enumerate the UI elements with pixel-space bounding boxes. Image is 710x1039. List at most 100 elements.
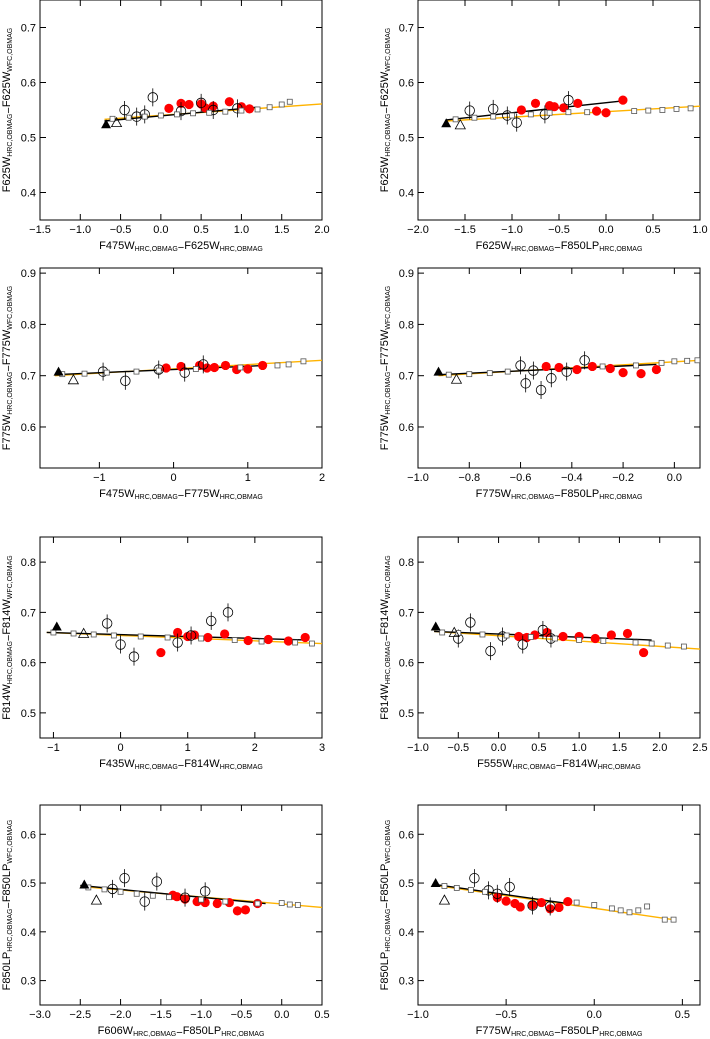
axis-label-minus: −: [554, 242, 560, 254]
data-point-filled-circle: [651, 364, 662, 375]
data-point-open-square: [198, 635, 205, 642]
x-tick-label: 0.0: [667, 472, 682, 484]
data-point-open-square: [552, 635, 558, 642]
y-tick-label: 0.7: [21, 371, 36, 383]
data-point-filled-triangle: [430, 621, 441, 631]
data-point-open-triangle: [454, 119, 466, 130]
data-point-open-square: [274, 362, 281, 369]
axis-label-sub: HRC,OBMAG: [511, 494, 554, 501]
data-point-open-square: [206, 109, 213, 116]
axis-label-main2: F625W: [1, 71, 13, 107]
data-point-open-circle: [119, 872, 130, 884]
axis-label-sub: HRC,OBMAG: [7, 909, 14, 952]
data-point-open-square: [222, 898, 229, 905]
fit-line-orange: [434, 630, 700, 650]
axis-label-main2: F850LP: [1, 864, 13, 903]
x-tick-label: 0.5: [675, 1009, 690, 1021]
data-point-open-square: [90, 631, 97, 638]
data-point-open-square: [81, 370, 88, 377]
data-point-open-square: [164, 634, 171, 641]
data-point-open-circle: [546, 373, 557, 384]
data-point-filled-circle: [572, 364, 582, 375]
data-point-open-square: [645, 107, 652, 114]
axis-label-sub: HRC,OBMAG: [511, 246, 554, 253]
data-point-open-square: [254, 106, 261, 113]
data-point-open-square: [486, 370, 493, 377]
data-point-open-square: [617, 907, 624, 914]
data-point-open-square: [101, 886, 108, 893]
y-tick-label: 0.4: [399, 927, 414, 939]
x-tick-label: 0.0: [274, 1009, 289, 1021]
y-tick-label: 0.6: [21, 422, 36, 434]
data-point-filled-circle: [232, 906, 242, 916]
axis-label-main2: F814W: [379, 599, 391, 635]
axis-label-sub2: HRC,OBMAG: [220, 246, 263, 253]
data-point-open-square: [294, 902, 301, 908]
x-tick-label: −1.0: [407, 1009, 429, 1021]
axis-label-main2: F814W: [184, 758, 220, 770]
axis-label-main2: F850LP: [379, 864, 391, 903]
x-tick-label: 2: [252, 742, 258, 754]
y-tick-label: 0.8: [21, 557, 36, 569]
data-point-filled-circle: [605, 363, 615, 374]
axis-label-main: F435W: [99, 758, 135, 770]
data-point-filled-circle: [601, 108, 611, 118]
y-tick-label: 0.5: [399, 133, 414, 145]
panel-1: −1.5 −1.0 −0.5 0.0 0.5 1.0 1.5 2.0 0.4 0.5 0.6 0.7 F…: [1, 0, 330, 254]
data-point-open-circle: [107, 883, 118, 895]
data-point-open-square: [680, 643, 687, 650]
data-point-open-square: [626, 909, 633, 916]
axis-label-main2: F625W: [184, 240, 220, 252]
axis-label-main: F814W: [1, 684, 13, 720]
data-point-filled-circle: [244, 104, 255, 114]
data-point-open-square: [671, 358, 678, 365]
plot-area: [433, 351, 700, 400]
panel-4: −1.0 −0.8 −0.6 −0.4 −0.2 0.0 0.6 0.7 0.8 0.9 F775W…: [379, 267, 701, 502]
axis-label-main2: F775W: [1, 329, 13, 365]
y-tick-label: 0.4: [21, 927, 36, 939]
x-axis-label: F475WHRC,OBMAG−F625WHRC,OBMAG: [99, 240, 263, 254]
data-point-open-circle: [465, 617, 476, 628]
data-point-open-square: [278, 101, 285, 108]
data-point-filled-circle: [549, 102, 559, 112]
data-point-filled-circle: [209, 362, 219, 373]
data-point-open-square: [546, 109, 553, 116]
data-point-open-square: [527, 111, 534, 118]
fit-line-orange: [446, 105, 700, 122]
data-point-open-square: [632, 639, 639, 646]
axis-label-sub2: WFC,OBMAG: [7, 555, 14, 599]
data-point-open-square: [309, 640, 315, 647]
data-point-filled-circle: [554, 902, 564, 913]
x-tick-label: 1.0: [692, 224, 707, 236]
data-point-filled-circle: [183, 631, 193, 642]
data-point-open-circle: [172, 637, 183, 648]
axis-label-minus: −: [3, 365, 15, 371]
plot-frame: [39, 0, 323, 221]
data-point-open-circle: [488, 103, 499, 115]
plot-frame: [417, 267, 701, 469]
x-tick-label: 1: [185, 742, 191, 754]
data-point-open-square: [661, 916, 668, 923]
axis-label-main2: F775W: [184, 488, 220, 500]
x-tick-label: 0.5: [531, 742, 546, 754]
plot-frame: [417, 0, 701, 221]
y-axis-label: F625WHRC,OBMAG−F625WWFC,OBMAG: [379, 28, 393, 193]
axis-label-main2: F850LP: [561, 1025, 600, 1037]
y-axis-label: F814WHRC,OBMAG−F814WWFC,OBMAG: [379, 555, 393, 720]
axis-label-sub2: WFC,OBMAG: [7, 820, 14, 864]
data-point-open-triangle: [110, 116, 123, 128]
data-point-open-triangle: [90, 894, 103, 905]
axis-label-minus: −: [178, 490, 184, 502]
data-point-open-circle: [198, 359, 209, 370]
x-tick-label: 2: [319, 472, 325, 484]
data-point-open-square: [141, 113, 148, 120]
axis-label-sub2: HRC,OBMAG: [598, 764, 641, 771]
data-point-open-square: [237, 364, 244, 371]
data-point-open-square: [466, 371, 473, 378]
x-tick-label: −1.5: [150, 1009, 172, 1021]
axis-label-main: F814W: [379, 684, 391, 720]
data-point-open-square: [286, 98, 293, 105]
axis-label-sub: HRC,OBMAG: [385, 114, 392, 157]
data-point-filled-circle: [220, 629, 230, 639]
data-point-open-circle: [469, 872, 480, 884]
